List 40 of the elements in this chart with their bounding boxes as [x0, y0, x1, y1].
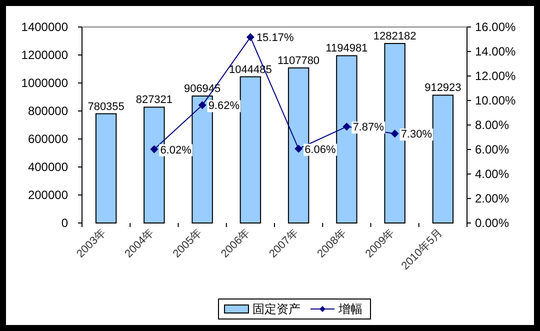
data-label: 1107780	[278, 54, 320, 67]
point	[246, 33, 254, 42]
y-tick-label: 400000	[28, 160, 68, 174]
y-tick-label: 600000	[28, 132, 68, 146]
y-tick-label: 1000000	[21, 76, 68, 90]
point	[198, 101, 206, 110]
data-label: 780355	[88, 100, 124, 113]
y2-tick-label: 0.00%	[475, 216, 510, 230]
y2-tick-label: 12.00%	[475, 69, 516, 83]
y-tick-label: 800000	[28, 104, 68, 118]
data-label: 9.62%	[208, 100, 240, 112]
y-tick-label: 200000	[28, 188, 68, 202]
y2-tick-label: 14.00%	[475, 44, 516, 58]
y-tick-label: 1400000	[21, 20, 68, 34]
data-label: 7.87%	[352, 122, 384, 134]
point	[342, 122, 351, 131]
data-label: 912923	[424, 82, 462, 94]
data-label: 7.30%	[400, 128, 432, 141]
y2-tick-label: 4.00%	[475, 167, 510, 181]
data-label: 1282182	[373, 30, 416, 42]
legend-label: 固定资产	[252, 302, 300, 316]
data-label: 6.02%	[160, 144, 192, 156]
bar	[95, 113, 117, 224]
legend-label: 增幅	[338, 302, 362, 316]
point	[294, 144, 303, 153]
data-label: 15.17%	[256, 32, 294, 44]
bar	[240, 76, 262, 224]
data-label: 6.06%	[304, 144, 336, 156]
y2-tick-label: 16.00%	[475, 20, 516, 34]
point	[150, 145, 158, 154]
y2-tick-label: 10.00%	[475, 94, 516, 108]
data-label: 1194981	[326, 42, 368, 55]
point	[390, 130, 399, 138]
data-label: 827321	[136, 94, 173, 106]
y-tick-label: 0	[61, 216, 68, 230]
y2-tick-label: 6.00%	[475, 142, 510, 156]
bar	[432, 94, 454, 224]
y-tick-label: 1200000	[21, 48, 68, 62]
y2-tick-label: 2.00%	[475, 192, 510, 206]
y2-tick-label: 8.00%	[475, 118, 510, 132]
